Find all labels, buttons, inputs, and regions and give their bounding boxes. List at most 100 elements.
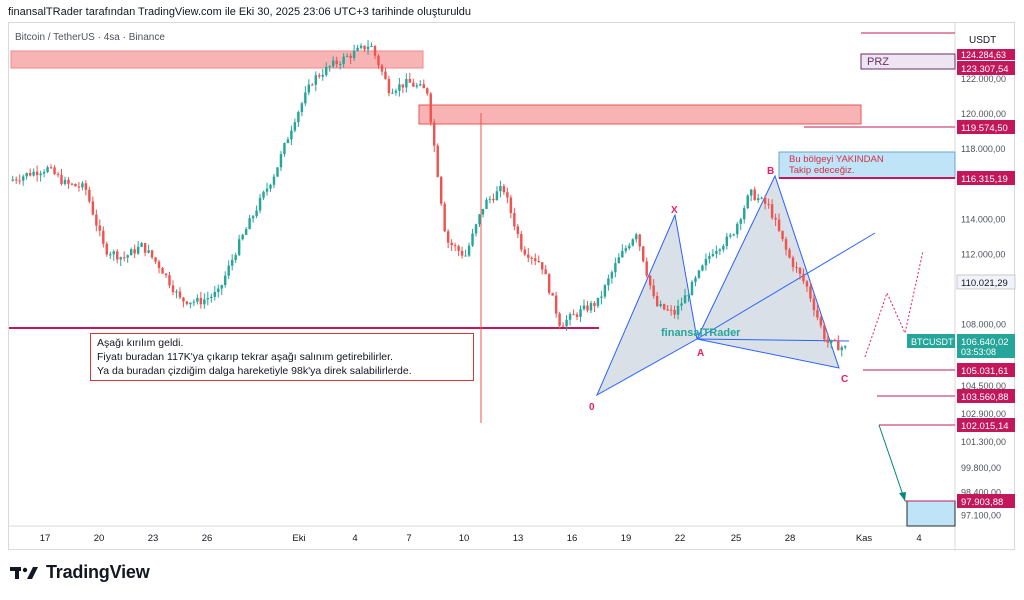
candle-body bbox=[328, 66, 331, 68]
prz-box[interactable] bbox=[860, 53, 956, 70]
candle-body bbox=[711, 253, 715, 257]
candle-body bbox=[676, 305, 680, 315]
candle-body bbox=[359, 45, 363, 48]
candle-body bbox=[28, 172, 32, 176]
candle-body bbox=[370, 46, 373, 48]
watch-zone-note: Bu bölgeyi YAKINDAN Takip edeceğiz. bbox=[781, 153, 955, 178]
price-tick-label: 108.000,00 bbox=[961, 319, 1006, 329]
symbol-line: Bitcoin / TetherUS · 4sa · Binance bbox=[15, 32, 165, 43]
candle-body bbox=[600, 296, 603, 298]
time-ticks: 17 20 23 26 Eki 4 7 10 13 16 19 22 25 28 Kas 4 bbox=[40, 533, 922, 544]
candle-body bbox=[272, 176, 276, 185]
price-tick-label: 120.000,00 bbox=[961, 109, 1006, 119]
candle-body bbox=[760, 197, 763, 199]
candle-body bbox=[669, 309, 673, 311]
candle-body bbox=[189, 302, 192, 305]
candle-body bbox=[349, 55, 352, 59]
candle-body bbox=[175, 291, 178, 293]
candle-body bbox=[534, 258, 537, 261]
candle-body bbox=[70, 183, 74, 185]
candle-body bbox=[262, 191, 265, 198]
candle-body bbox=[809, 286, 812, 299]
candle-body bbox=[436, 145, 439, 177]
analysis-note-box[interactable]: Aşağı kırılım geldi. Fiyatı buradan 117K… bbox=[90, 333, 474, 381]
candle-body bbox=[617, 257, 621, 264]
candle-body bbox=[234, 255, 237, 260]
time-tick-label: 4 bbox=[916, 533, 921, 544]
badge-110: 110.021,29 bbox=[956, 274, 1016, 290]
candle-body bbox=[743, 208, 746, 220]
target-zone-box[interactable] bbox=[906, 500, 956, 527]
svg-text:123.307,54: 123.307,54 bbox=[961, 64, 1009, 75]
candle-body bbox=[422, 84, 425, 89]
watch-zone-box[interactable] bbox=[778, 151, 956, 179]
time-tick-label: 7 bbox=[406, 533, 411, 544]
candle-body bbox=[122, 257, 126, 259]
candle-body bbox=[335, 60, 338, 65]
candle-body bbox=[429, 93, 432, 123]
candle-body bbox=[795, 267, 798, 269]
tradingview-logo[interactable]: TradingView bbox=[10, 562, 150, 583]
point-x-label: X bbox=[671, 205, 678, 216]
candle-body bbox=[523, 249, 527, 255]
candle-body bbox=[690, 281, 694, 296]
badge-97: 97.903,88 bbox=[957, 494, 1015, 508]
resistance-zone-middle[interactable] bbox=[418, 104, 862, 125]
candle-body bbox=[621, 250, 624, 258]
candle-body bbox=[293, 122, 297, 131]
resistance-zone-upper[interactable] bbox=[10, 50, 424, 69]
note-line-1: Aşağı kırılım geldi. bbox=[97, 337, 184, 349]
chart-svg[interactable]: PRZ finansalTRader X A B C 0 Bitcoin / T… bbox=[9, 23, 1016, 551]
candle-body bbox=[635, 234, 638, 240]
harmonic-triangle-0xa[interactable] bbox=[595, 213, 698, 397]
candle-body bbox=[781, 230, 784, 240]
candle-body bbox=[708, 256, 711, 259]
candle-body bbox=[666, 309, 669, 311]
candle-body bbox=[586, 305, 589, 311]
price-tick-label: 122.000,00 bbox=[961, 74, 1006, 84]
candle-body bbox=[725, 236, 729, 246]
candle-body bbox=[154, 257, 157, 262]
currency-label: USDT bbox=[969, 35, 996, 46]
candle-body bbox=[774, 217, 777, 220]
candle-body bbox=[474, 224, 478, 234]
candle-body bbox=[453, 245, 457, 247]
candle-body bbox=[547, 274, 551, 293]
candle-body bbox=[49, 167, 53, 169]
candle-body bbox=[788, 249, 791, 258]
candle-body bbox=[244, 229, 248, 235]
note-line-2: Fiyatı buradan 117K'ya çıkarıp tekrar aş… bbox=[97, 351, 393, 363]
candle-body bbox=[830, 339, 833, 343]
candle-body bbox=[478, 214, 481, 225]
candle-body bbox=[495, 191, 499, 201]
projection-path[interactable] bbox=[864, 250, 924, 358]
time-tick-label: 10 bbox=[459, 533, 470, 544]
candle-body bbox=[749, 189, 753, 196]
candle-body bbox=[485, 199, 488, 209]
harmonic-line-ac[interactable] bbox=[696, 338, 850, 342]
candle-body bbox=[325, 66, 328, 76]
candle-body bbox=[168, 275, 171, 286]
candle-body bbox=[446, 231, 450, 243]
svg-text:116.315,19: 116.315,19 bbox=[961, 174, 1008, 185]
candle-body bbox=[25, 172, 28, 177]
chart-frame[interactable]: PRZ finansalTRader X A B C 0 Bitcoin / T… bbox=[8, 22, 1016, 551]
candle-body bbox=[558, 313, 561, 326]
candle-body bbox=[126, 255, 129, 258]
candle-body bbox=[116, 251, 119, 260]
candle-body bbox=[718, 249, 722, 252]
candle-body bbox=[210, 296, 213, 299]
candle-body bbox=[812, 298, 816, 311]
harmonic-line-ab-ext[interactable] bbox=[696, 232, 876, 340]
harmonic-triangle-abc[interactable] bbox=[696, 174, 840, 369]
target-arrow-line[interactable] bbox=[878, 424, 906, 502]
candle-body bbox=[129, 249, 133, 256]
candle-body bbox=[171, 285, 175, 293]
candles-group[interactable] bbox=[11, 40, 847, 357]
candle-body bbox=[593, 303, 596, 306]
candle-body bbox=[784, 239, 788, 250]
time-tick-label: 25 bbox=[731, 533, 742, 544]
candle-body bbox=[331, 60, 335, 67]
candle-body bbox=[833, 339, 837, 341]
candle-body bbox=[715, 251, 718, 254]
